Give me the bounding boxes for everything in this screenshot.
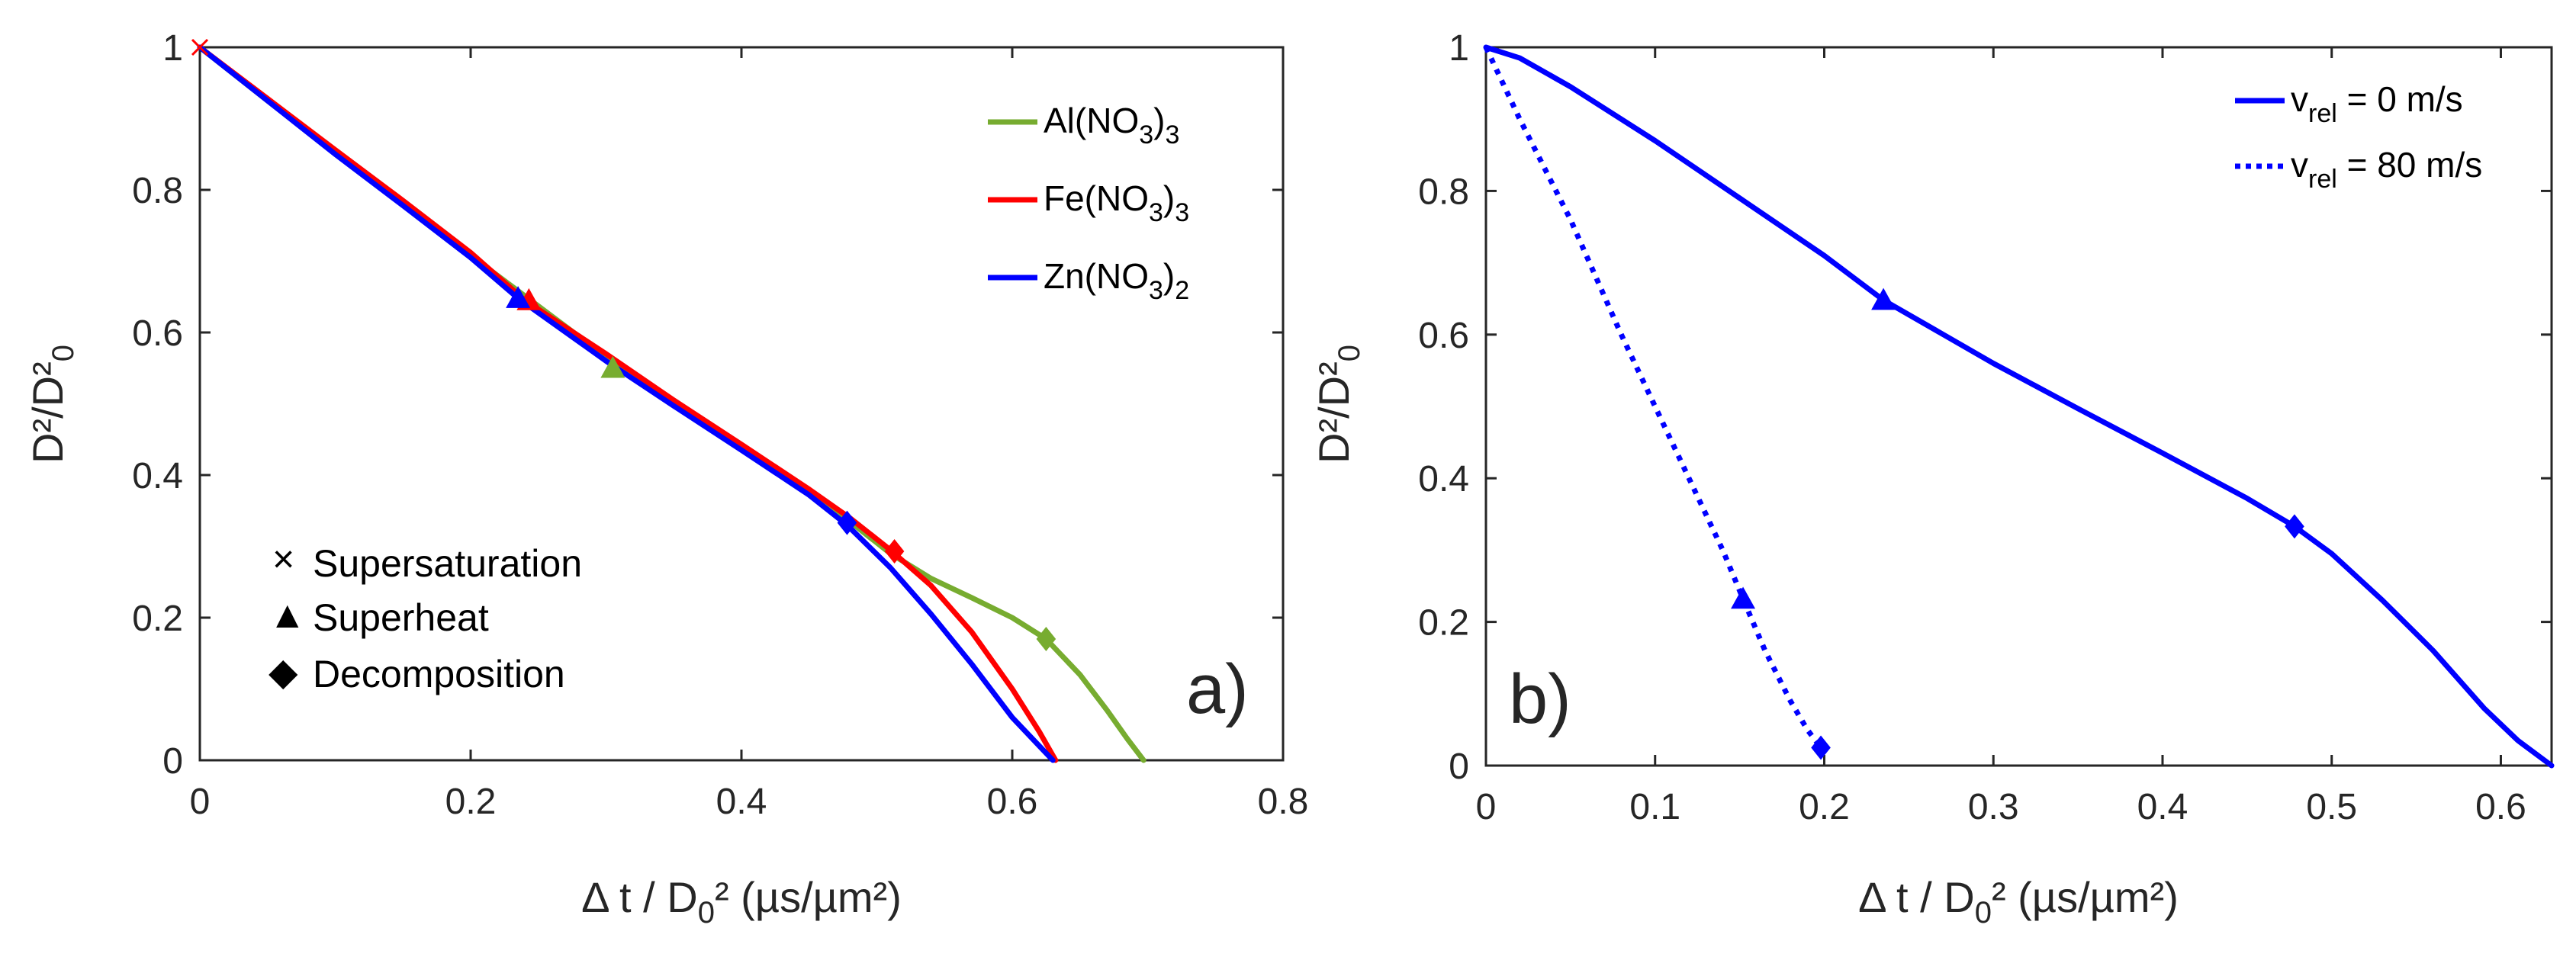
x-tick-label-a: 0.2: [445, 782, 497, 822]
marker-superheat-zn-no3-2: [506, 286, 531, 308]
x-tick-label-b: 0.5: [2306, 787, 2357, 827]
x-tick-label-b: 0.2: [1799, 787, 1850, 827]
x-tick-label-b: 0.6: [2475, 787, 2526, 827]
marker-legend-a: × Supersaturation ▲ Superheat ◆ Decompos…: [269, 538, 582, 695]
y-tick-label-b: 0.8: [1418, 172, 1469, 212]
legend-label-al: Al(NO3)3: [1044, 101, 1179, 149]
y-tick-label-a: 0.2: [132, 599, 183, 639]
marker-decomposition-fe-no3-3: [884, 539, 905, 564]
x-tick-label-a: 0: [190, 782, 211, 822]
marker-decomposition-al-no3-3: [1036, 627, 1056, 652]
marker-decomposition-zn-no3-2: [837, 510, 857, 535]
series-markers-b: [1731, 287, 2304, 760]
legend-label-vrel-0: vrel = 0 m/s: [2291, 79, 2463, 128]
x-tick-label-b: 0.1: [1629, 787, 1680, 827]
axes-b: 0 0.1 0.2 0.3 0.4 0.5 0.6 0 0.2 0.4 0.6 0.8 1: [1418, 28, 2552, 827]
marker-supersaturation-stroke: [191, 38, 209, 56]
y-tick-label-b: 1: [1449, 28, 1469, 69]
x-axis-label-a: Δ t / D0² (µs/µm²): [581, 873, 902, 930]
x-tick-label-a: 0.6: [987, 782, 1038, 822]
x-tick-label-a: 0.4: [716, 782, 767, 822]
y-tick-label-b: 0.6: [1418, 316, 1469, 356]
marker-superheat-v-rel-0-m-s: [1871, 287, 1896, 310]
y-tick-label-b: 0: [1449, 747, 1469, 787]
marker-legend-label-superheat: Superheat: [313, 596, 489, 639]
legend-label-vrel-80: vrel = 80 m/s: [2291, 145, 2482, 194]
marker-legend-label-decomposition: Decomposition: [313, 653, 565, 695]
y-tick-label-a: 1: [162, 28, 183, 69]
marker-superheat-al-no3-3: [600, 355, 626, 378]
y-axis-label-b: D²/D²0: [1310, 345, 1366, 464]
x-tick-label-b: 0.3: [1968, 787, 2019, 827]
legend-label-fe: Fe(NO3)3: [1044, 178, 1189, 227]
x-axis-label-b: Δ t / D0² (µs/µm²): [1858, 873, 2179, 930]
y-tick-label-a: 0: [162, 741, 183, 782]
y-tick-label-b: 0.2: [1418, 603, 1469, 644]
y-tick-label-b: 0.4: [1418, 459, 1469, 499]
marker-decomposition-v-rel-80-m-s: [1811, 735, 1831, 760]
axes-a: 0 0.2 0.4 0.6 0.8 0 0.2 0.4 0.6 0.8 1: [132, 28, 1308, 822]
series-markers-a: [191, 38, 1056, 652]
series-line-fe-no3-3: [197, 44, 1059, 763]
panel-a: 0 0.2 0.4 0.6 0.8 0 0.2 0.4 0.6 0.8 1 Al(NO3)3 Fe(…: [24, 28, 1308, 930]
plot-area-a: [198, 46, 1285, 762]
series-lines-b: [1483, 44, 2555, 769]
series-line-zn-no3-2: [197, 44, 1056, 763]
series-line-v-rel-0-m-s: [1483, 44, 2555, 769]
legend-b: vrel = 0 m/s vrel = 80 m/s: [2235, 79, 2482, 194]
legend-a: Al(NO3)3 Fe(NO3)3 Zn(NO3)2: [988, 101, 1189, 305]
series-line-v-rel-80-m-s: [1483, 46, 1823, 750]
marker-supersaturation: [191, 38, 209, 56]
y-axis-label-a: D²/D²0: [24, 345, 80, 464]
panel-label-a: a): [1186, 650, 1249, 728]
marker-superheat-v-rel-80-m-s: [1731, 586, 1756, 609]
legend-label-zn: Zn(NO3)2: [1044, 256, 1189, 305]
marker-legend-label-supersaturation: Supersaturation: [313, 542, 582, 585]
marker-legend-symbol-decomposition: ◆: [269, 650, 298, 693]
series-lines-a: [197, 44, 1146, 763]
marker-decomposition-v-rel-0-m-s: [2285, 514, 2304, 539]
panel-b: 0 0.1 0.2 0.3 0.4 0.5 0.6 0 0.2 0.4 0.6 0.8 1 vrel =…: [1310, 28, 2555, 930]
x-tick-label-b: 0.4: [2137, 787, 2188, 827]
y-tick-label-a: 0.4: [132, 456, 183, 496]
panel-label-b: b): [1509, 660, 1571, 738]
x-tick-label-b: 0: [1476, 787, 1497, 827]
marker-legend-symbol-supersaturation: ×: [272, 538, 294, 580]
y-tick-label-a: 0.6: [132, 313, 183, 354]
x-tick-label-a: 0.8: [1258, 782, 1309, 822]
y-tick-label-a: 0.8: [132, 171, 183, 211]
marker-legend-symbol-superheat: ▲: [269, 593, 307, 636]
plot-area-b: [1484, 46, 2553, 767]
